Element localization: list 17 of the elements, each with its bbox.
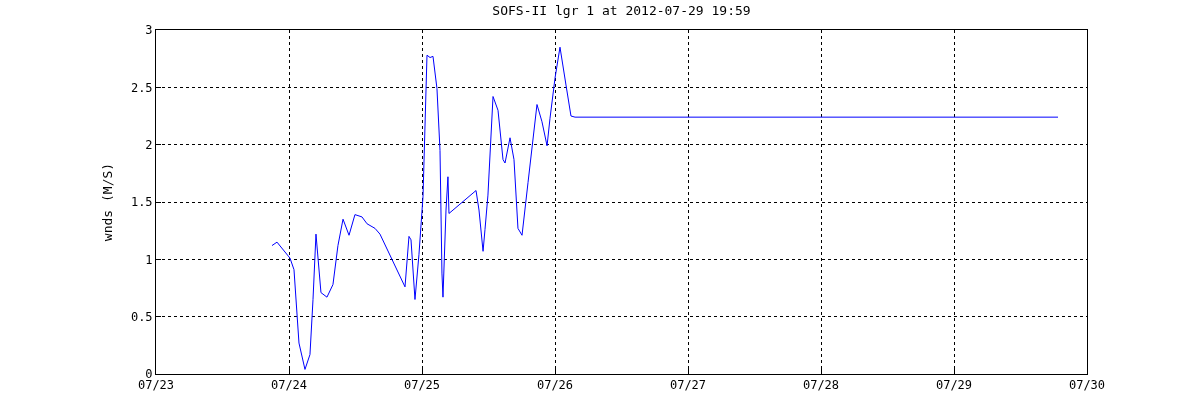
y-tick-label: 1.5 xyxy=(130,195,153,210)
x-tick-label: 07/25 xyxy=(403,378,441,393)
y-tick-label: 2.5 xyxy=(130,80,153,95)
y-tick-label: 0.5 xyxy=(130,309,153,324)
x-tick-label: 07/27 xyxy=(669,378,707,393)
line-series xyxy=(271,46,1059,370)
x-tick-label: 07/23 xyxy=(137,378,175,393)
y-tick-label: 3 xyxy=(145,23,153,38)
y-tick-label: 2 xyxy=(145,137,153,152)
x-tick-label: 07/29 xyxy=(935,378,973,393)
x-tick-label: 07/30 xyxy=(1068,378,1106,393)
y-tick-label: 1 xyxy=(145,252,153,267)
x-tick-label: 07/28 xyxy=(802,378,840,393)
x-tick-label: 07/26 xyxy=(536,378,574,393)
y-axis-title: wnds (M/S) xyxy=(99,162,115,242)
x-tick-label: 07/24 xyxy=(270,378,308,393)
chart-title: SOFS-II lgr 1 at 2012-07-29 19:59 xyxy=(492,3,751,19)
